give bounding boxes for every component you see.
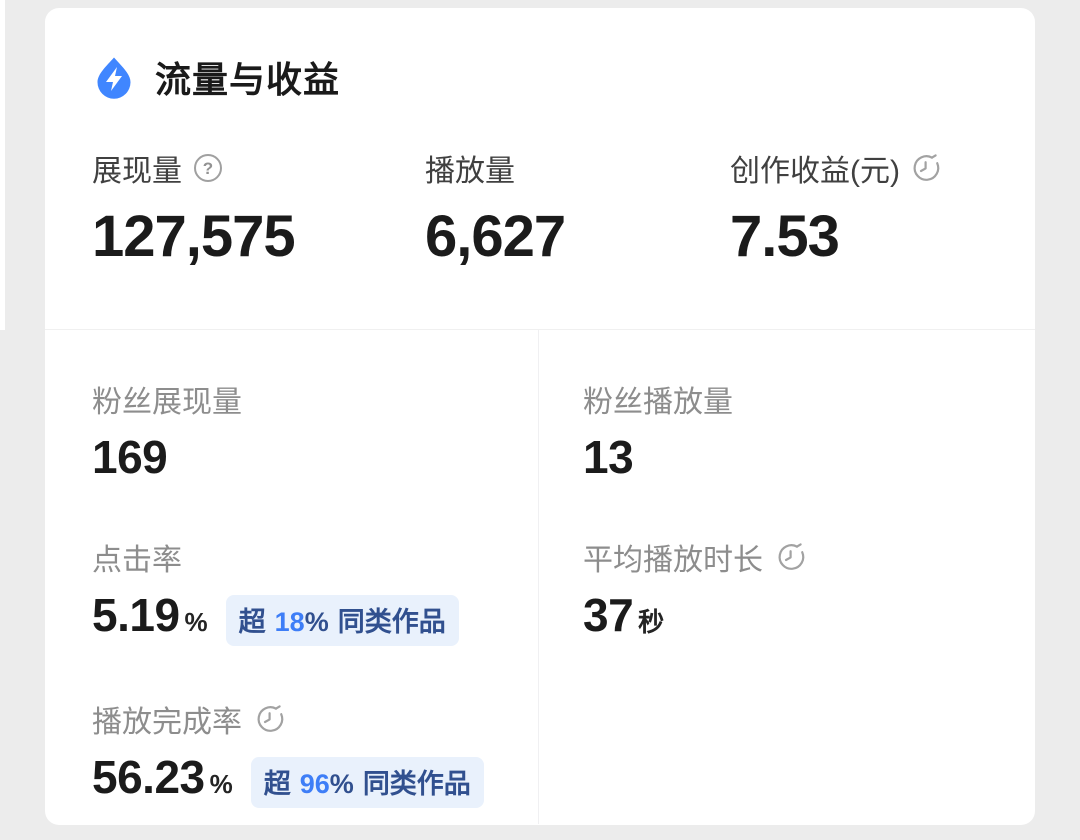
completion-rate-unit: % <box>209 769 233 799</box>
detail-left-column: 粉丝展现量 169 点击率 5.19 % 超 18% 同类作品 <box>45 330 539 824</box>
lightning-drop-icon <box>97 57 131 99</box>
ctr-comparison-badge: 超 18% 同类作品 <box>225 595 459 646</box>
badge-percent: 18% <box>274 607 329 637</box>
fan-impressions-label: 粉丝展现量 <box>92 386 242 419</box>
fan-impressions-stat: 粉丝展现量 169 <box>92 380 538 484</box>
badge-prefix: 超 <box>238 607 266 637</box>
svg-text:?: ? <box>203 159 213 178</box>
avg-watch-time-value: 37 <box>583 589 634 641</box>
badge-suffix: 同类作品 <box>362 769 471 799</box>
badge-suffix: 同类作品 <box>337 607 446 637</box>
impressions-label: 展现量 <box>92 154 182 188</box>
traffic-revenue-card: 流量与收益 展现量 ? 127,575 播放量 6,627 <box>45 8 1035 825</box>
help-icon[interactable]: ? <box>193 153 223 183</box>
completion-comparison-badge: 超 96% 同类作品 <box>250 757 484 808</box>
detail-right-column: 粉丝播放量 13 平均播放时长 37 秒 <box>539 330 1035 824</box>
fan-plays-stat: 粉丝播放量 13 <box>583 380 1035 484</box>
badge-prefix: 超 <box>263 769 291 799</box>
ctr-stat: 点击率 5.19 % 超 18% 同类作品 <box>92 538 538 646</box>
ctr-unit: % <box>184 607 208 637</box>
history-clock-icon[interactable] <box>776 542 806 572</box>
card-header: 流量与收益 <box>92 55 1035 100</box>
avg-watch-time-stat: 平均播放时长 37 秒 <box>583 538 1035 642</box>
top-summary-section: 流量与收益 展现量 ? 127,575 播放量 6,627 <box>45 8 1035 330</box>
revenue-value: 7.53 <box>730 204 840 269</box>
plays-label: 播放量 <box>425 154 515 188</box>
top-stats-row: 展现量 ? 127,575 播放量 6,627 创作收益(元) <box>92 149 1035 270</box>
ctr-value: 5.19 <box>92 589 180 641</box>
fan-plays-value: 13 <box>583 431 634 483</box>
left-edge-sliver <box>0 0 5 330</box>
avg-watch-time-label: 平均播放时长 <box>583 544 763 577</box>
plays-stat: 播放量 6,627 <box>425 149 730 270</box>
impressions-value: 127,575 <box>92 204 296 269</box>
fan-impressions-value: 169 <box>92 431 168 483</box>
fan-plays-label: 粉丝播放量 <box>583 386 733 419</box>
history-clock-icon[interactable] <box>255 704 285 734</box>
avg-watch-time-unit: 秒 <box>638 607 665 637</box>
plays-value: 6,627 <box>425 204 566 269</box>
ctr-label: 点击率 <box>92 544 182 577</box>
page-title: 流量与收益 <box>155 59 341 100</box>
badge-percent: 96% <box>299 769 354 799</box>
revenue-stat: 创作收益(元) 7.53 <box>730 149 1035 270</box>
completion-rate-value: 56.23 <box>92 751 205 803</box>
completion-rate-stat: 播放完成率 56.23 % 超 96% 同类作品 <box>92 700 538 808</box>
history-clock-icon[interactable] <box>911 153 941 183</box>
detail-stats-section: 粉丝展现量 169 点击率 5.19 % 超 18% 同类作品 <box>45 330 1035 824</box>
impressions-stat: 展现量 ? 127,575 <box>92 149 425 270</box>
completion-rate-label: 播放完成率 <box>92 706 242 739</box>
revenue-label: 创作收益(元) <box>730 154 900 188</box>
